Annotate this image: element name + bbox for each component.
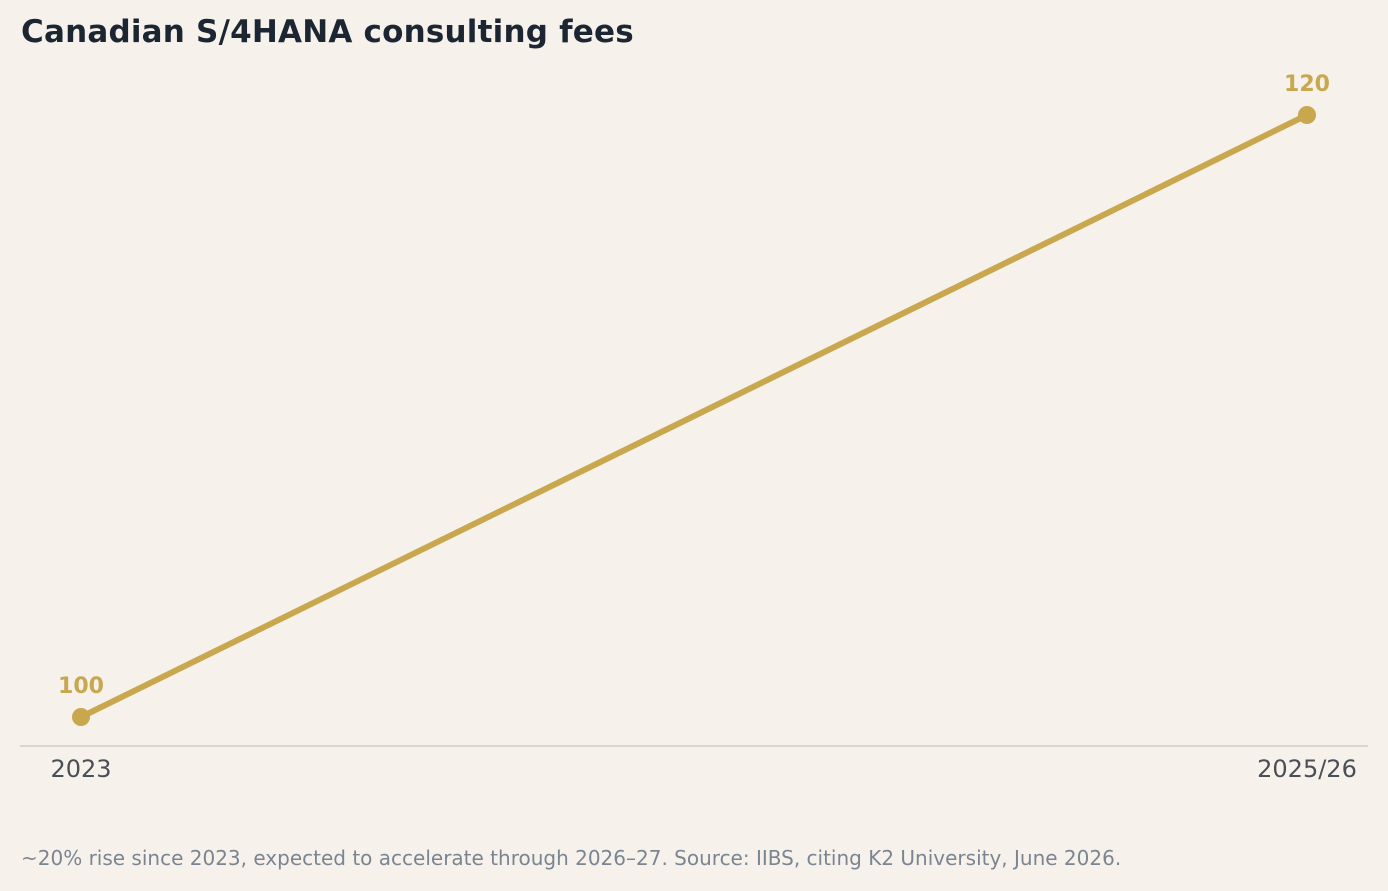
data-point: [72, 708, 90, 726]
x-tick-labels: 2023 2025/26: [50, 755, 1356, 783]
series-layer: [72, 106, 1316, 726]
data-label: 120: [1284, 72, 1330, 97]
x-tick-label: 2023: [50, 755, 111, 783]
chart-title: Canadian S/4HANA consulting fees: [21, 14, 634, 50]
data-point: [1298, 106, 1316, 124]
chart-footnote: ~20% rise since 2023, expected to accele…: [21, 846, 1122, 870]
labels-layer: 100 120: [58, 72, 1330, 699]
series-line: [78, 112, 1310, 720]
x-tick-label: 2025/26: [1257, 755, 1357, 783]
data-label: 100: [58, 674, 104, 699]
